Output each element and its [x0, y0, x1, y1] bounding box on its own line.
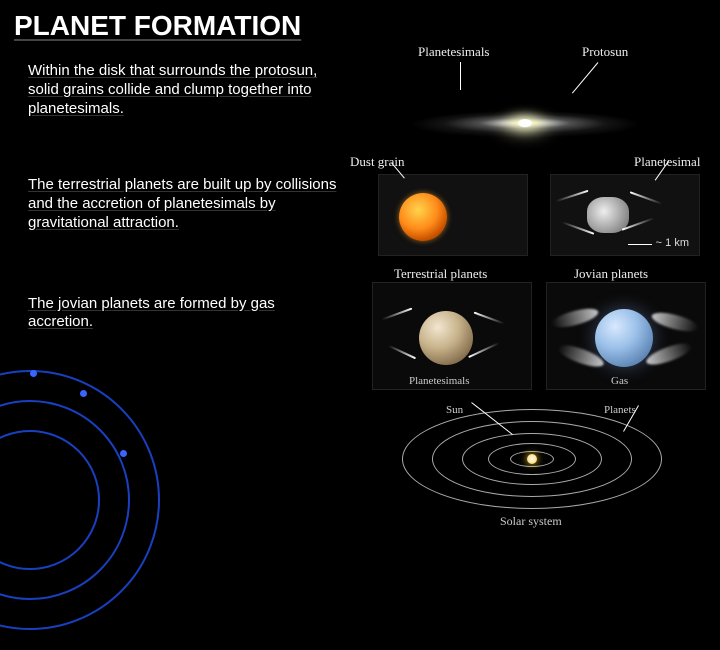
page-title: PLANET FORMATION: [0, 0, 720, 42]
label-planets: Planets: [604, 404, 636, 416]
terrestrial-box: Planetesimals: [372, 282, 532, 390]
arrow-planetesimals: [460, 62, 461, 90]
jovian-planet-illustration: [595, 309, 653, 367]
accretion-streak-icon: [382, 308, 413, 321]
terrestrial-planet-illustration: [419, 311, 473, 365]
scale-bar: ~ 1 km: [656, 237, 689, 249]
accretion-streak-icon: [388, 345, 416, 359]
label-jovian: Jovian planets: [574, 266, 648, 282]
orbit-diagram: [400, 404, 664, 514]
decorative-swirl-icon: [0, 350, 180, 650]
label-planetesimals-small: Planetesimals: [409, 375, 470, 387]
body-text-column: Within the disk that surrounds the proto…: [28, 62, 338, 332]
gas-swirl-icon: [650, 309, 700, 335]
label-sun: Sun: [446, 404, 463, 416]
impact-streak-icon: [556, 190, 589, 202]
disk-illustration: [388, 104, 662, 150]
dust-grain-box: [378, 174, 528, 256]
dust-grain-illustration: [399, 193, 447, 241]
gas-swirl-icon: [550, 305, 600, 331]
panel-protoplanetary-disk: Planetesimals Protosun: [350, 44, 710, 194]
paragraph-1: Within the disk that surrounds the proto…: [28, 62, 338, 118]
accretion-streak-icon: [474, 312, 505, 325]
impact-streak-icon: [630, 191, 663, 205]
label-solar-system: Solar system: [500, 514, 562, 529]
paragraph-2: The terrestrial planets are built up by …: [28, 176, 338, 232]
panel-solar-system: Sun Planets Solar system: [350, 404, 710, 534]
arrow-protosun: [572, 62, 598, 93]
jovian-box: Gas: [546, 282, 706, 390]
panel-terrestrial-jovian: Terrestrial planets Jovian planets Plane…: [350, 282, 710, 402]
label-terrestrial: Terrestrial planets: [394, 266, 487, 282]
planetesimal-box: ~ 1 km: [550, 174, 700, 256]
label-gas: Gas: [611, 375, 628, 387]
label-protosun: Protosun: [582, 44, 628, 60]
figure-column: Planetesimals Protosun Dust grain ~ 1 km…: [350, 44, 710, 534]
sun-icon: [527, 454, 537, 464]
panel-dust-and-planetesimal: Dust grain ~ 1 km Planetesimal: [350, 174, 710, 274]
label-planetesimals: Planetesimals: [418, 44, 490, 60]
accretion-streak-icon: [468, 342, 500, 358]
paragraph-3: The jovian planets are formed by gas acc…: [28, 295, 338, 333]
